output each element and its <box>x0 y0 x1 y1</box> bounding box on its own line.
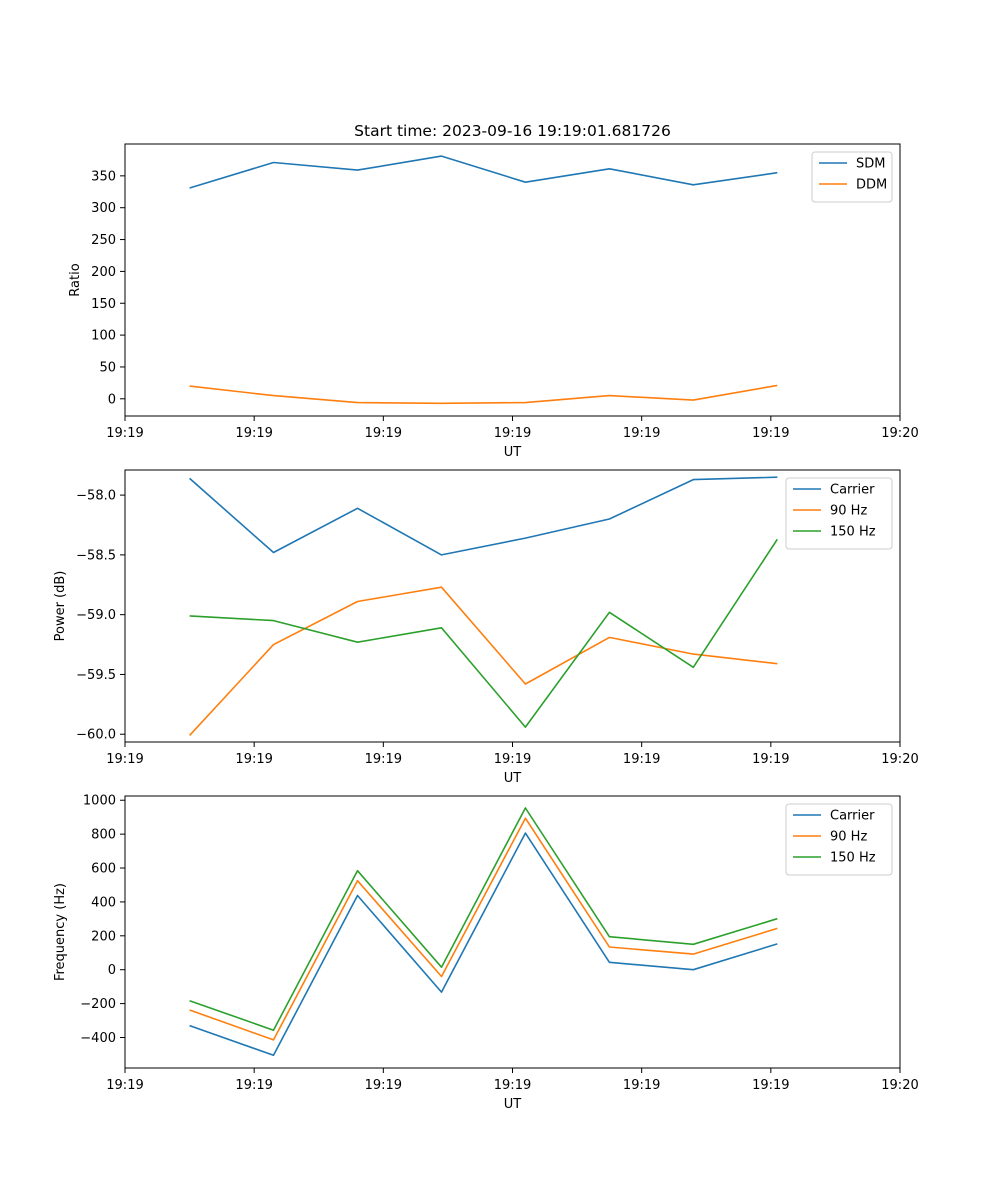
x-tick-label: 19:19 <box>106 1078 143 1093</box>
x-axis-label: UT <box>504 445 522 460</box>
y-tick-label: 800 <box>91 828 116 843</box>
x-tick-label: 19:19 <box>235 426 272 441</box>
y-tick-label: 100 <box>91 329 116 344</box>
y-tick-label: 200 <box>91 929 116 944</box>
y-tick-label: −60.0 <box>76 728 116 743</box>
y-tick-label: −58.5 <box>76 548 116 563</box>
x-tick-label: 19:19 <box>365 752 402 767</box>
x-tick-label: 19:20 <box>881 426 918 441</box>
x-tick-label: 19:19 <box>235 752 272 767</box>
x-tick-label: 19:19 <box>494 426 531 441</box>
x-tick-label: 19:19 <box>235 1078 272 1093</box>
y-tick-label: 250 <box>91 233 116 248</box>
legend-label: 90 Hz <box>830 830 867 845</box>
legend-label: 90 Hz <box>830 504 867 519</box>
x-tick-label: 19:19 <box>752 426 789 441</box>
x-tick-label: 19:19 <box>494 1078 531 1093</box>
chart-panel-2: 19:19 19:19 19:19 19:19 19:19 19:19 19:20 −58.0… <box>53 469 919 786</box>
y-tick-label: 150 <box>91 297 116 312</box>
series-line-150-hz <box>189 807 778 1031</box>
chart-title: Start time: 2023-09-16 19:19:01.681726 <box>354 122 671 140</box>
y-tick-label: 50 <box>99 360 116 375</box>
series-line-150-hz <box>189 538 778 728</box>
series-line-sdm <box>189 155 778 189</box>
y-tick-label: 0 <box>108 392 116 407</box>
series-line-carrier <box>189 476 778 556</box>
x-tick-label: 19:19 <box>494 752 531 767</box>
legend: Carrier 90 Hz 150 Hz <box>785 803 893 876</box>
legend-box <box>811 151 893 203</box>
y-tick-label: −59.5 <box>76 668 116 683</box>
y-axis-label: Power (dB) <box>53 571 68 642</box>
x-tick-label: 19:19 <box>752 1078 789 1093</box>
y-tick-label: 350 <box>91 169 116 184</box>
chart-panel-1: Start time: 2023-09-16 19:19:01.681726 19… <box>68 122 919 460</box>
x-tick-label: 19:19 <box>623 752 660 767</box>
y-tick-label: 300 <box>91 201 116 216</box>
x-tick-label: 19:19 <box>106 752 143 767</box>
series-line-90-hz <box>189 586 778 736</box>
x-tick-label: 19:19 <box>106 426 143 441</box>
x-axis-label: UT <box>504 1097 522 1112</box>
legend-label: 150 Hz <box>830 525 876 540</box>
legend-label: Carrier <box>830 809 875 824</box>
x-tick-label: 19:19 <box>623 1078 660 1093</box>
series-line-ddm <box>189 384 778 405</box>
y-tick-label: 0 <box>108 963 116 978</box>
y-tick-label: 400 <box>91 895 116 910</box>
legend-label: SDM <box>856 157 885 172</box>
x-tick-label: 19:19 <box>623 426 660 441</box>
x-tick-label: 19:19 <box>752 752 789 767</box>
x-tick-label: 19:19 <box>365 426 402 441</box>
legend: Carrier 90 Hz 150 Hz <box>785 477 893 550</box>
y-tick-label: 1000 <box>83 794 116 809</box>
x-tick-label: 19:20 <box>881 1078 918 1093</box>
y-tick-label: −59.0 <box>76 608 116 623</box>
legend: SDM DDM <box>811 151 893 203</box>
legend-label: Carrier <box>830 483 875 498</box>
y-tick-label: 200 <box>91 265 116 280</box>
series-line-carrier <box>189 832 778 1057</box>
y-tick-label: 600 <box>91 862 116 877</box>
y-axis-label: Ratio <box>68 263 83 296</box>
x-tick-label: 19:20 <box>881 752 918 767</box>
legend-label: 150 Hz <box>830 851 876 866</box>
x-tick-label: 19:19 <box>365 1078 402 1093</box>
y-tick-label: −200 <box>80 997 116 1012</box>
legend-label: DDM <box>856 178 887 193</box>
x-axis-label: UT <box>504 771 522 786</box>
y-axis-label: Frequency (Hz) <box>53 883 68 981</box>
y-tick-label: −58.0 <box>76 489 116 504</box>
y-tick-label: −400 <box>80 1031 116 1046</box>
series-line-90-hz <box>189 817 778 1041</box>
chart-panel-3: 19:19 19:19 19:19 19:19 19:19 19:19 19:20 1000 8… <box>53 794 919 1112</box>
